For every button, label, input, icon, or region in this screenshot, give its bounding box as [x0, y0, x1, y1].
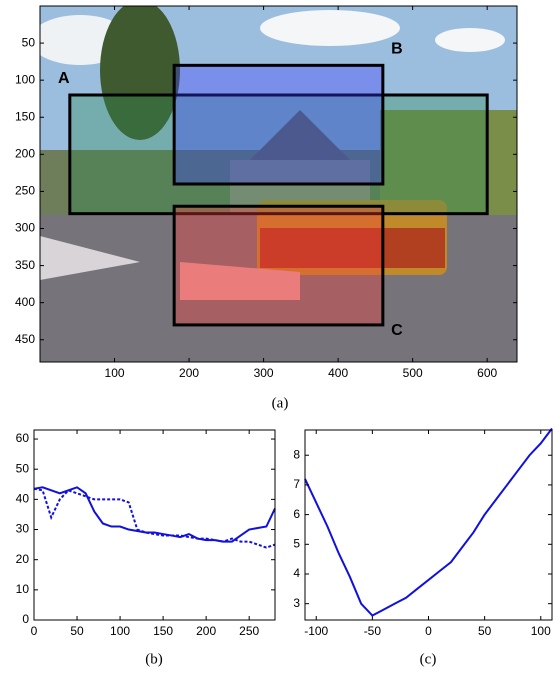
line — [33, 487, 276, 549]
region-box — [172, 63, 385, 186]
y-tick-label: 50 — [22, 35, 36, 49]
box-label: C — [391, 322, 403, 339]
x-tick-label: 600 — [477, 366, 497, 380]
plot-frame — [39, 5, 518, 363]
y-tick-label: 150 — [15, 109, 35, 123]
y-tick-label: 50 — [16, 461, 30, 475]
y-tick-label: 0 — [22, 612, 29, 626]
y-tick-label: 20 — [16, 552, 30, 566]
x-tick-label: 250 — [239, 624, 259, 638]
y-tick-label: 250 — [15, 184, 35, 198]
y-tick-label: 6 — [293, 507, 300, 521]
y-tick-label: 3 — [293, 596, 300, 610]
line — [33, 486, 276, 543]
y-tick-label: 30 — [16, 522, 30, 536]
box-label: A — [58, 70, 70, 87]
y-tick-label: 4 — [293, 566, 300, 580]
caption: (b) — [145, 651, 163, 667]
caption: (c) — [420, 651, 437, 667]
region-box — [68, 93, 489, 216]
caption: (a) — [272, 395, 289, 411]
y-tick-label: 8 — [293, 447, 300, 461]
box-label: B — [391, 41, 403, 58]
plot-frame — [33, 429, 276, 621]
x-tick-label: 200 — [179, 366, 199, 380]
x-tick-label: 400 — [328, 366, 348, 380]
y-tick-label: 7 — [293, 477, 300, 491]
y-tick-label: 450 — [15, 332, 35, 346]
line — [304, 427, 553, 617]
x-tick-label: 150 — [153, 624, 173, 638]
y-tick-label: 400 — [15, 295, 35, 309]
x-tick-label: 50 — [70, 624, 84, 638]
x-tick-label: -50 — [364, 624, 382, 638]
x-tick-label: 0 — [425, 624, 432, 638]
y-tick-label: 200 — [15, 147, 35, 161]
y-tick-label: 40 — [16, 492, 30, 506]
x-tick-label: 0 — [31, 624, 38, 638]
y-tick-label: 300 — [15, 221, 35, 235]
y-tick-label: 5 — [293, 536, 300, 550]
y-tick-label: 100 — [15, 72, 35, 86]
region-box — [172, 204, 385, 327]
x-tick-label: 100 — [105, 366, 125, 380]
x-tick-label: -100 — [304, 624, 328, 638]
x-tick-label: 50 — [478, 624, 492, 638]
x-tick-label: 200 — [196, 624, 216, 638]
y-tick-label: 60 — [16, 431, 30, 445]
y-tick-label: 350 — [15, 258, 35, 272]
x-tick-label: 100 — [110, 624, 130, 638]
x-tick-label: 100 — [531, 624, 551, 638]
x-tick-label: 500 — [403, 366, 423, 380]
x-tick-label: 300 — [254, 366, 274, 380]
y-tick-label: 10 — [16, 582, 30, 596]
plot-frame — [304, 429, 553, 621]
